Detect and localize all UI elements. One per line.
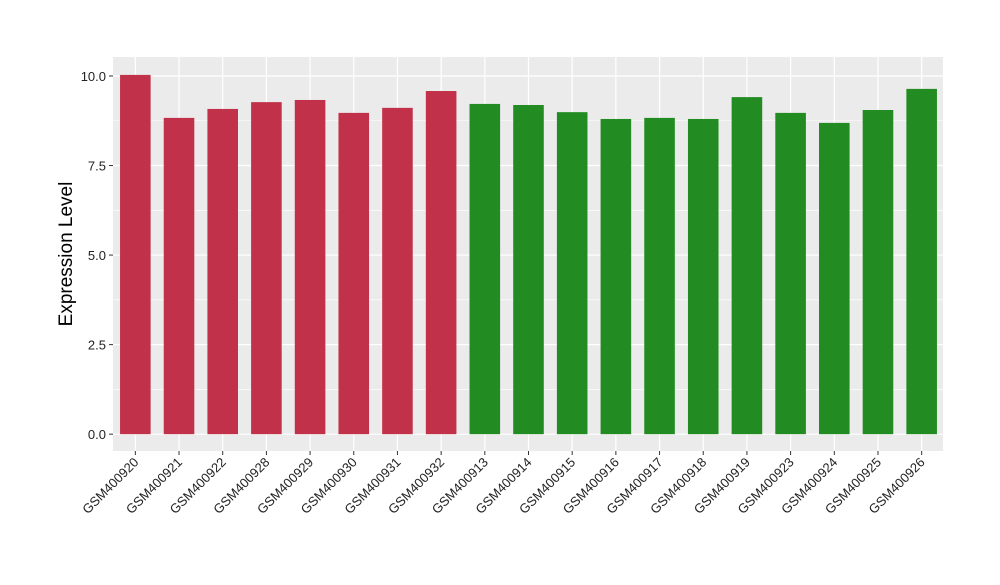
bar — [163, 117, 195, 435]
bar — [382, 107, 413, 435]
bar — [862, 110, 894, 435]
bar — [425, 91, 457, 435]
bar — [600, 118, 632, 435]
bar — [556, 112, 588, 435]
bar — [251, 102, 282, 435]
bar — [687, 118, 719, 435]
bar — [906, 88, 937, 435]
bar — [120, 74, 151, 435]
y-tick-label: 10.0 — [81, 69, 106, 84]
bar — [819, 122, 850, 435]
bar — [731, 97, 763, 435]
y-tick-label: 2.5 — [88, 338, 106, 353]
y-tick-label: 7.5 — [88, 159, 106, 174]
bar — [294, 99, 326, 435]
bar — [644, 117, 675, 435]
bar — [513, 104, 544, 435]
bar — [775, 112, 806, 435]
bar — [207, 108, 238, 435]
y-axis-label: Expression Level — [56, 182, 77, 327]
bar — [338, 112, 370, 435]
y-tick-label: 5.0 — [88, 248, 106, 263]
bar — [469, 103, 501, 435]
y-tick-label: 0.0 — [88, 427, 106, 442]
